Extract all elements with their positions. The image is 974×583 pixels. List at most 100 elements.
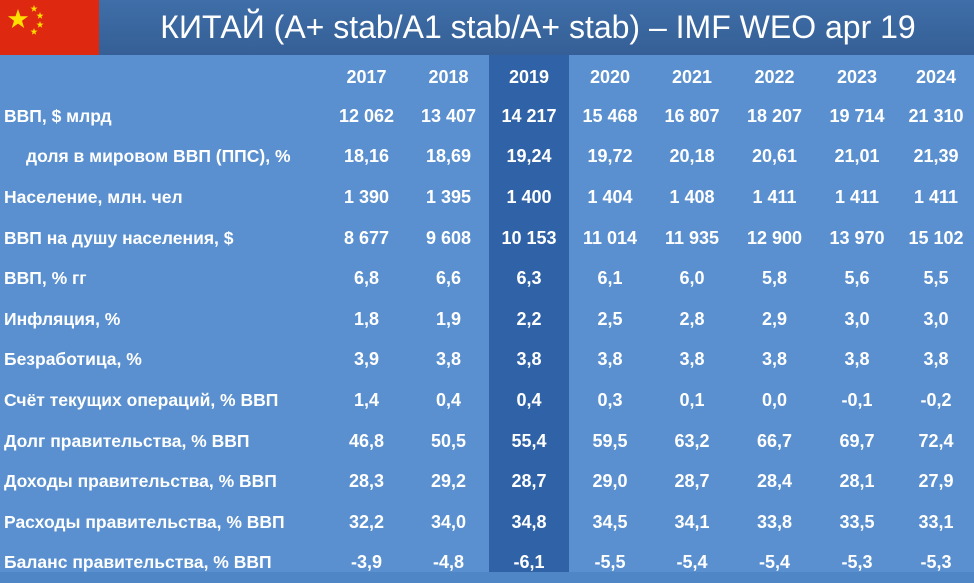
value-cell: 9 608: [425, 227, 472, 248]
value-cell: 0,1: [679, 389, 705, 410]
value-cell: 2,8: [679, 308, 705, 329]
year-header-row: 2017 2018 2019 2020 2021 2022 2023 2024: [0, 58, 974, 96]
economic-indicators-table: 2017 2018 2019 2020 2021 2022 2023 2024 …: [0, 58, 974, 583]
value-cell: 3,8: [844, 349, 870, 370]
year-header: 2021: [671, 66, 713, 87]
table-background: [0, 55, 974, 572]
row-label: Долг правительства, % ВВП: [4, 430, 250, 451]
value-cell: 16 807: [664, 105, 720, 126]
value-cell: 29,2: [430, 471, 467, 492]
value-cell: 1 404: [587, 186, 633, 207]
value-cell: 6,6: [435, 268, 462, 289]
table-row: Безработица, % 3,9 3,8 3,8 3,8 3,8 3,8 3,8 3,8: [0, 340, 974, 381]
row-label: Расходы правительства, % ВВП: [4, 511, 285, 532]
value-cell: 19,72: [587, 146, 633, 167]
value-cell: 1 395: [425, 186, 472, 207]
value-cell: 1 390: [343, 186, 390, 207]
value-cell: 28,1: [839, 471, 875, 492]
highlight-column-2019: [489, 55, 569, 572]
value-cell: 2,5: [597, 308, 623, 329]
year-header: 2019: [508, 66, 550, 87]
value-cell: 18 207: [746, 105, 803, 126]
table-row: ВВП, $ млрд 12 062 13 407 14 217 15 468 16 80…: [0, 96, 974, 137]
value-cell: 1,9: [435, 308, 462, 329]
value-cell: 1 411: [752, 186, 797, 207]
value-cell: 33,1: [918, 511, 954, 532]
value-cell: 3,8: [435, 349, 462, 370]
value-cell: 27,9: [918, 471, 954, 492]
value-cell: -0,1: [841, 389, 873, 410]
value-cell: 3,0: [844, 308, 870, 329]
value-cell: 32,2: [348, 511, 385, 532]
value-cell: 1 400: [506, 186, 552, 207]
value-cell: -4,8: [432, 552, 465, 573]
row-label: ВВП на душу населения, $: [4, 227, 234, 248]
value-cell: 18,69: [425, 146, 472, 167]
row-label: Доходы правительства, % ВВП: [4, 471, 277, 492]
year-header: 2017: [346, 66, 387, 87]
value-cell: 50,5: [430, 430, 467, 451]
value-cell: 1,8: [353, 308, 380, 329]
value-cell: 11 935: [664, 227, 720, 248]
value-cell: 34,5: [592, 511, 628, 532]
row-label: доля в мировом ВВП (ППС), %: [26, 146, 291, 167]
value-cell: -5,3: [920, 552, 952, 573]
value-cell: 10 153: [501, 227, 557, 248]
value-cell: 19,24: [506, 146, 552, 167]
value-cell: 14 217: [501, 105, 557, 126]
value-cell: 1 408: [669, 186, 715, 207]
value-cell: 11 014: [582, 227, 638, 248]
value-cell: 66,7: [756, 430, 793, 451]
row-label: Счёт текущих операций, % ВВП: [4, 389, 279, 410]
year-header: 2024: [915, 66, 957, 87]
value-cell: 12 900: [746, 227, 803, 248]
row-label: ВВП, % гг: [4, 268, 87, 289]
value-cell: 29,0: [592, 471, 628, 492]
value-cell: 0,0: [761, 389, 788, 410]
table-row: Баланс правительства, % ВВП -3,9 -4,8 -6,1 -…: [0, 543, 974, 583]
value-cell: 21,39: [913, 146, 959, 167]
year-header: 2020: [589, 66, 631, 87]
value-cell: 6,1: [597, 268, 623, 289]
table-row: ВВП, % гг 6,8 6,6 6,3 6,1 6,0 5,8 5,6 5,5: [0, 258, 974, 299]
row-label: ВВП, $ млрд: [4, 105, 112, 126]
value-cell: -5,5: [594, 552, 626, 573]
value-cell: 6,8: [353, 268, 380, 289]
value-cell: 59,5: [592, 430, 628, 451]
value-cell: 46,8: [348, 430, 385, 451]
value-cell: 72,4: [918, 430, 954, 451]
value-cell: 34,1: [674, 511, 710, 532]
value-cell: 12 062: [338, 105, 395, 126]
value-cell: 3,9: [353, 349, 380, 370]
value-cell: 28,4: [756, 471, 793, 492]
year-header: 2018: [428, 66, 469, 87]
title-bar: КИТАЙ (A+ stab/A1 stab/A+ stab) – IMF WE…: [0, 0, 974, 55]
page-title: КИТАЙ (A+ stab/A1 stab/A+ stab) – IMF WE…: [160, 9, 916, 45]
row-label: Население, млн. чел: [4, 186, 183, 207]
row-label: Инфляция, %: [4, 308, 121, 329]
value-cell: 0,3: [597, 389, 623, 410]
value-cell: 6,0: [679, 268, 705, 289]
value-cell: 21,01: [834, 146, 880, 167]
value-cell: 5,8: [761, 268, 788, 289]
value-cell: 0,4: [516, 389, 542, 410]
table-row: Долг правительства, % ВВП 46,8 50,5 55,4 59,…: [0, 421, 974, 462]
value-cell: 15 102: [908, 227, 964, 248]
value-cell: 33,8: [756, 511, 793, 532]
value-cell: 3,8: [516, 349, 542, 370]
value-cell: 28,7: [674, 471, 710, 492]
value-cell: 5,6: [844, 268, 870, 289]
value-cell: 6,3: [516, 268, 542, 289]
value-cell: -6,1: [513, 552, 545, 573]
value-cell: 3,8: [761, 349, 788, 370]
table-row: Счёт текущих операций, % ВВП 1,4 0,4 0,4 0,3…: [0, 380, 974, 421]
value-cell: 34,0: [430, 511, 467, 532]
value-cell: 20,61: [751, 146, 798, 167]
value-cell: 1 411: [913, 186, 959, 207]
value-cell: 13 970: [829, 227, 885, 248]
value-cell: 2,9: [761, 308, 788, 329]
value-cell: 3,0: [923, 308, 949, 329]
value-cell: 28,7: [511, 471, 547, 492]
table-row: ВВП на душу населения, $ 8 677 9 608 10 153…: [0, 218, 974, 259]
value-cell: 3,8: [679, 349, 705, 370]
